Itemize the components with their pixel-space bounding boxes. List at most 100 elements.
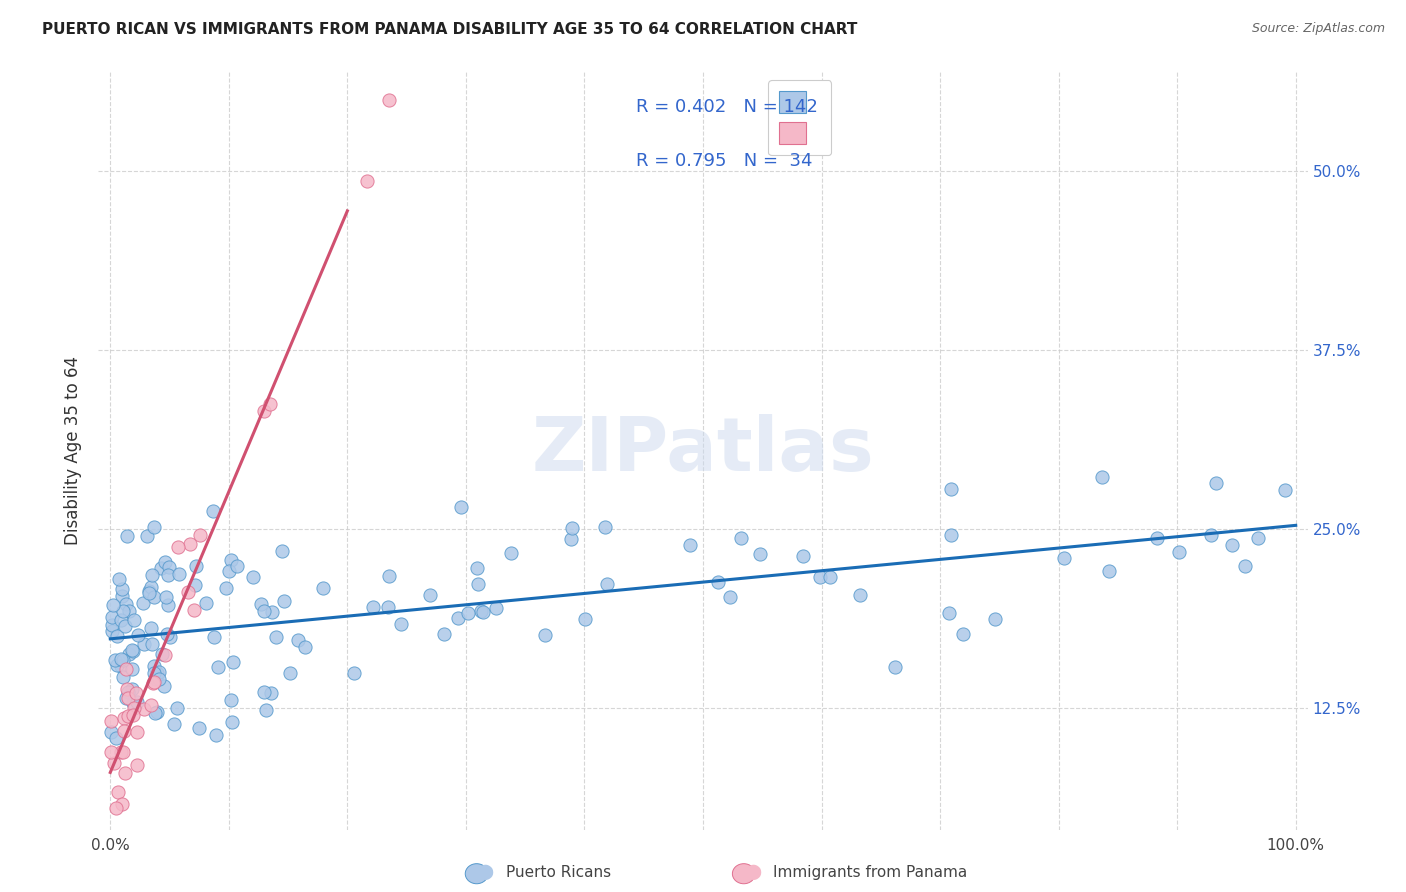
Point — [218, 564, 240, 578]
Point — [155, 590, 177, 604]
Point — [121, 696, 143, 710]
Point — [143, 674, 166, 689]
Point — [219, 553, 242, 567]
Point — [287, 632, 309, 647]
Point — [125, 757, 148, 772]
Point — [1053, 551, 1076, 566]
Point — [378, 93, 401, 107]
Point — [139, 698, 162, 712]
Point — [112, 670, 135, 684]
Text: R = 0.402   N = 142: R = 0.402 N = 142 — [637, 98, 818, 116]
Point — [114, 662, 136, 676]
Point — [146, 665, 169, 680]
Point — [433, 627, 456, 641]
Legend: , : , — [768, 80, 831, 155]
Point — [1205, 476, 1227, 491]
Point — [467, 577, 489, 591]
Point — [471, 605, 494, 619]
Point — [343, 665, 366, 680]
Point — [121, 681, 143, 696]
Point — [748, 547, 770, 561]
Point — [157, 559, 180, 574]
Point — [792, 549, 814, 564]
Point — [808, 570, 831, 584]
Point — [142, 520, 165, 534]
Point — [264, 631, 287, 645]
Point — [226, 558, 249, 573]
Point — [104, 731, 127, 745]
Point — [125, 686, 148, 700]
Point — [136, 529, 159, 543]
Point — [939, 482, 962, 496]
Point — [117, 529, 139, 543]
Text: Puerto Ricans: Puerto Ricans — [506, 865, 612, 880]
Point — [271, 544, 294, 558]
Text: ⬤: ⬤ — [477, 864, 494, 880]
Point — [111, 582, 134, 596]
Point — [141, 568, 163, 582]
Point — [253, 685, 276, 699]
Point — [294, 640, 316, 655]
Point — [457, 607, 479, 621]
Point — [127, 627, 149, 641]
Point — [156, 627, 179, 641]
Point — [142, 676, 165, 690]
Point — [259, 397, 281, 411]
Point — [100, 724, 122, 739]
Point — [107, 785, 129, 799]
Point — [153, 679, 176, 693]
Point — [105, 658, 128, 673]
Point — [157, 598, 180, 612]
Point — [145, 706, 167, 720]
Point — [117, 684, 139, 698]
Point — [574, 612, 596, 626]
Point — [242, 570, 264, 584]
Point — [104, 653, 127, 667]
Text: PUERTO RICAN VS IMMIGRANTS FROM PANAMA DISABILITY AGE 35 TO 64 CORRELATION CHART: PUERTO RICAN VS IMMIGRANTS FROM PANAMA D… — [42, 22, 858, 37]
Text: R = 0.795   N =  34: R = 0.795 N = 34 — [637, 153, 813, 170]
Point — [118, 604, 141, 618]
Point — [207, 659, 229, 673]
Point — [706, 575, 728, 590]
Circle shape — [465, 863, 488, 884]
Point — [148, 665, 170, 679]
Point — [101, 618, 124, 632]
Point — [202, 504, 225, 518]
Point — [378, 568, 401, 582]
Point — [101, 609, 124, 624]
Text: Source: ZipAtlas.com: Source: ZipAtlas.com — [1251, 22, 1385, 36]
Point — [117, 682, 139, 697]
Point — [153, 555, 176, 569]
Text: ⬤: ⬤ — [744, 864, 761, 880]
Point — [141, 637, 163, 651]
Point — [132, 637, 155, 651]
Point — [100, 714, 122, 728]
Circle shape — [733, 863, 755, 884]
Point — [110, 613, 132, 627]
Point — [596, 576, 619, 591]
Point — [110, 652, 132, 666]
Point — [465, 561, 488, 575]
Point — [419, 588, 441, 602]
Point — [361, 600, 384, 615]
Point — [122, 644, 145, 658]
Point — [849, 588, 872, 602]
Point — [150, 561, 173, 575]
Point — [883, 660, 905, 674]
Point — [101, 624, 124, 638]
Point — [145, 705, 167, 719]
Point — [141, 621, 163, 635]
Point — [1091, 469, 1114, 483]
Point — [110, 745, 132, 759]
Point — [115, 597, 138, 611]
Point — [356, 174, 378, 188]
Point — [104, 801, 127, 815]
Point — [593, 520, 616, 534]
Point — [112, 604, 135, 618]
Point — [122, 707, 145, 722]
Point — [125, 695, 148, 709]
Point — [952, 627, 974, 641]
Point — [188, 721, 211, 735]
Point — [153, 648, 176, 662]
Point — [118, 647, 141, 661]
